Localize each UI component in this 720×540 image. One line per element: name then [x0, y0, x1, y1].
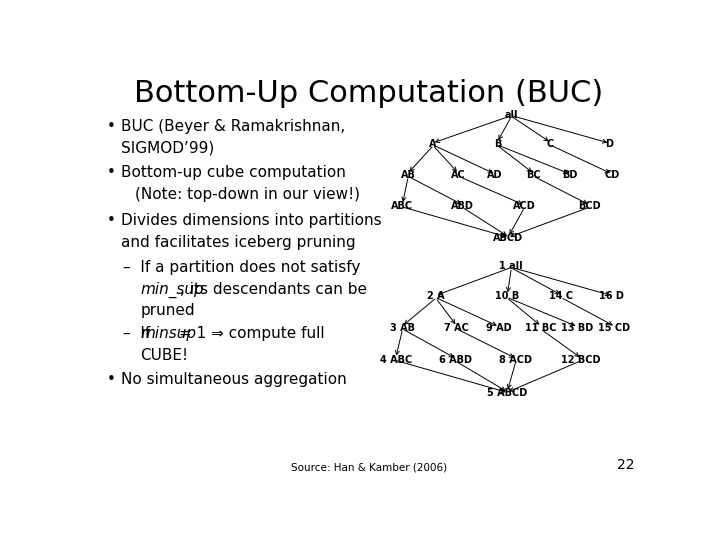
- Text: No simultaneous aggregation: No simultaneous aggregation: [121, 373, 346, 388]
- Text: 6 ABD: 6 ABD: [439, 355, 472, 365]
- Text: 14 C: 14 C: [549, 292, 574, 301]
- Text: minsup: minsup: [140, 326, 197, 341]
- Text: 4 ABC: 4 ABC: [379, 355, 412, 365]
- Text: Divides dimensions into partitions: Divides dimensions into partitions: [121, 213, 382, 228]
- Text: 13 BD: 13 BD: [561, 322, 593, 333]
- Text: B: B: [494, 139, 501, 149]
- Text: •: •: [107, 165, 116, 180]
- Text: C: C: [546, 139, 554, 149]
- Text: , its descendants can be: , its descendants can be: [181, 282, 367, 296]
- Text: AB: AB: [400, 170, 415, 180]
- Text: ABC: ABC: [392, 201, 413, 211]
- Text: 2 A: 2 A: [427, 292, 445, 301]
- Text: 15 CD: 15 CD: [598, 322, 631, 333]
- Text: and facilitates iceberg pruning: and facilitates iceberg pruning: [121, 234, 355, 249]
- Text: 22: 22: [616, 458, 634, 472]
- Text: BD: BD: [562, 170, 577, 180]
- Text: 5 ABCD: 5 ABCD: [487, 388, 528, 399]
- Text: •: •: [107, 119, 116, 134]
- Text: BC: BC: [526, 170, 541, 180]
- Text: = 1 ⇒ compute full: = 1 ⇒ compute full: [174, 326, 324, 341]
- Text: –  If: – If: [124, 326, 156, 341]
- Text: D: D: [605, 139, 613, 149]
- Text: 10 B: 10 B: [495, 292, 520, 301]
- Text: 12 BCD: 12 BCD: [562, 355, 600, 365]
- Text: –  If a partition does not satisfy: – If a partition does not satisfy: [124, 260, 361, 275]
- Text: CUBE!: CUBE!: [140, 348, 188, 363]
- Text: all: all: [505, 110, 518, 120]
- Text: BUC (Beyer & Ramakrishnan,: BUC (Beyer & Ramakrishnan,: [121, 119, 345, 134]
- Text: Bottom-up cube computation: Bottom-up cube computation: [121, 165, 346, 180]
- Text: ACD: ACD: [513, 201, 536, 211]
- Text: 1 all: 1 all: [500, 261, 523, 272]
- Text: pruned: pruned: [140, 303, 195, 318]
- Text: 11 BC: 11 BC: [525, 322, 557, 333]
- Text: •: •: [107, 213, 116, 228]
- Text: min_sup: min_sup: [140, 282, 204, 298]
- Text: 9 AD: 9 AD: [486, 322, 511, 333]
- Text: Bottom-Up Computation (BUC): Bottom-Up Computation (BUC): [135, 79, 603, 109]
- Text: A: A: [429, 139, 437, 149]
- Text: 3 AB: 3 AB: [390, 322, 415, 333]
- Text: Source: Han & Kamber (2006): Source: Han & Kamber (2006): [291, 462, 447, 472]
- Text: 7 AC: 7 AC: [444, 322, 469, 333]
- Text: AD: AD: [487, 170, 503, 180]
- Text: CD: CD: [604, 170, 619, 180]
- Text: 16 D: 16 D: [599, 292, 624, 301]
- Text: BCD: BCD: [578, 201, 600, 211]
- Text: 8 ACD: 8 ACD: [499, 355, 532, 365]
- Text: (Note: top-down in our view!): (Note: top-down in our view!): [135, 187, 360, 202]
- Text: AC: AC: [451, 170, 466, 180]
- Text: ABCD: ABCD: [493, 233, 523, 243]
- Text: •: •: [107, 373, 116, 388]
- Text: ABD: ABD: [451, 201, 474, 211]
- Text: SIGMOD’99): SIGMOD’99): [121, 140, 214, 156]
